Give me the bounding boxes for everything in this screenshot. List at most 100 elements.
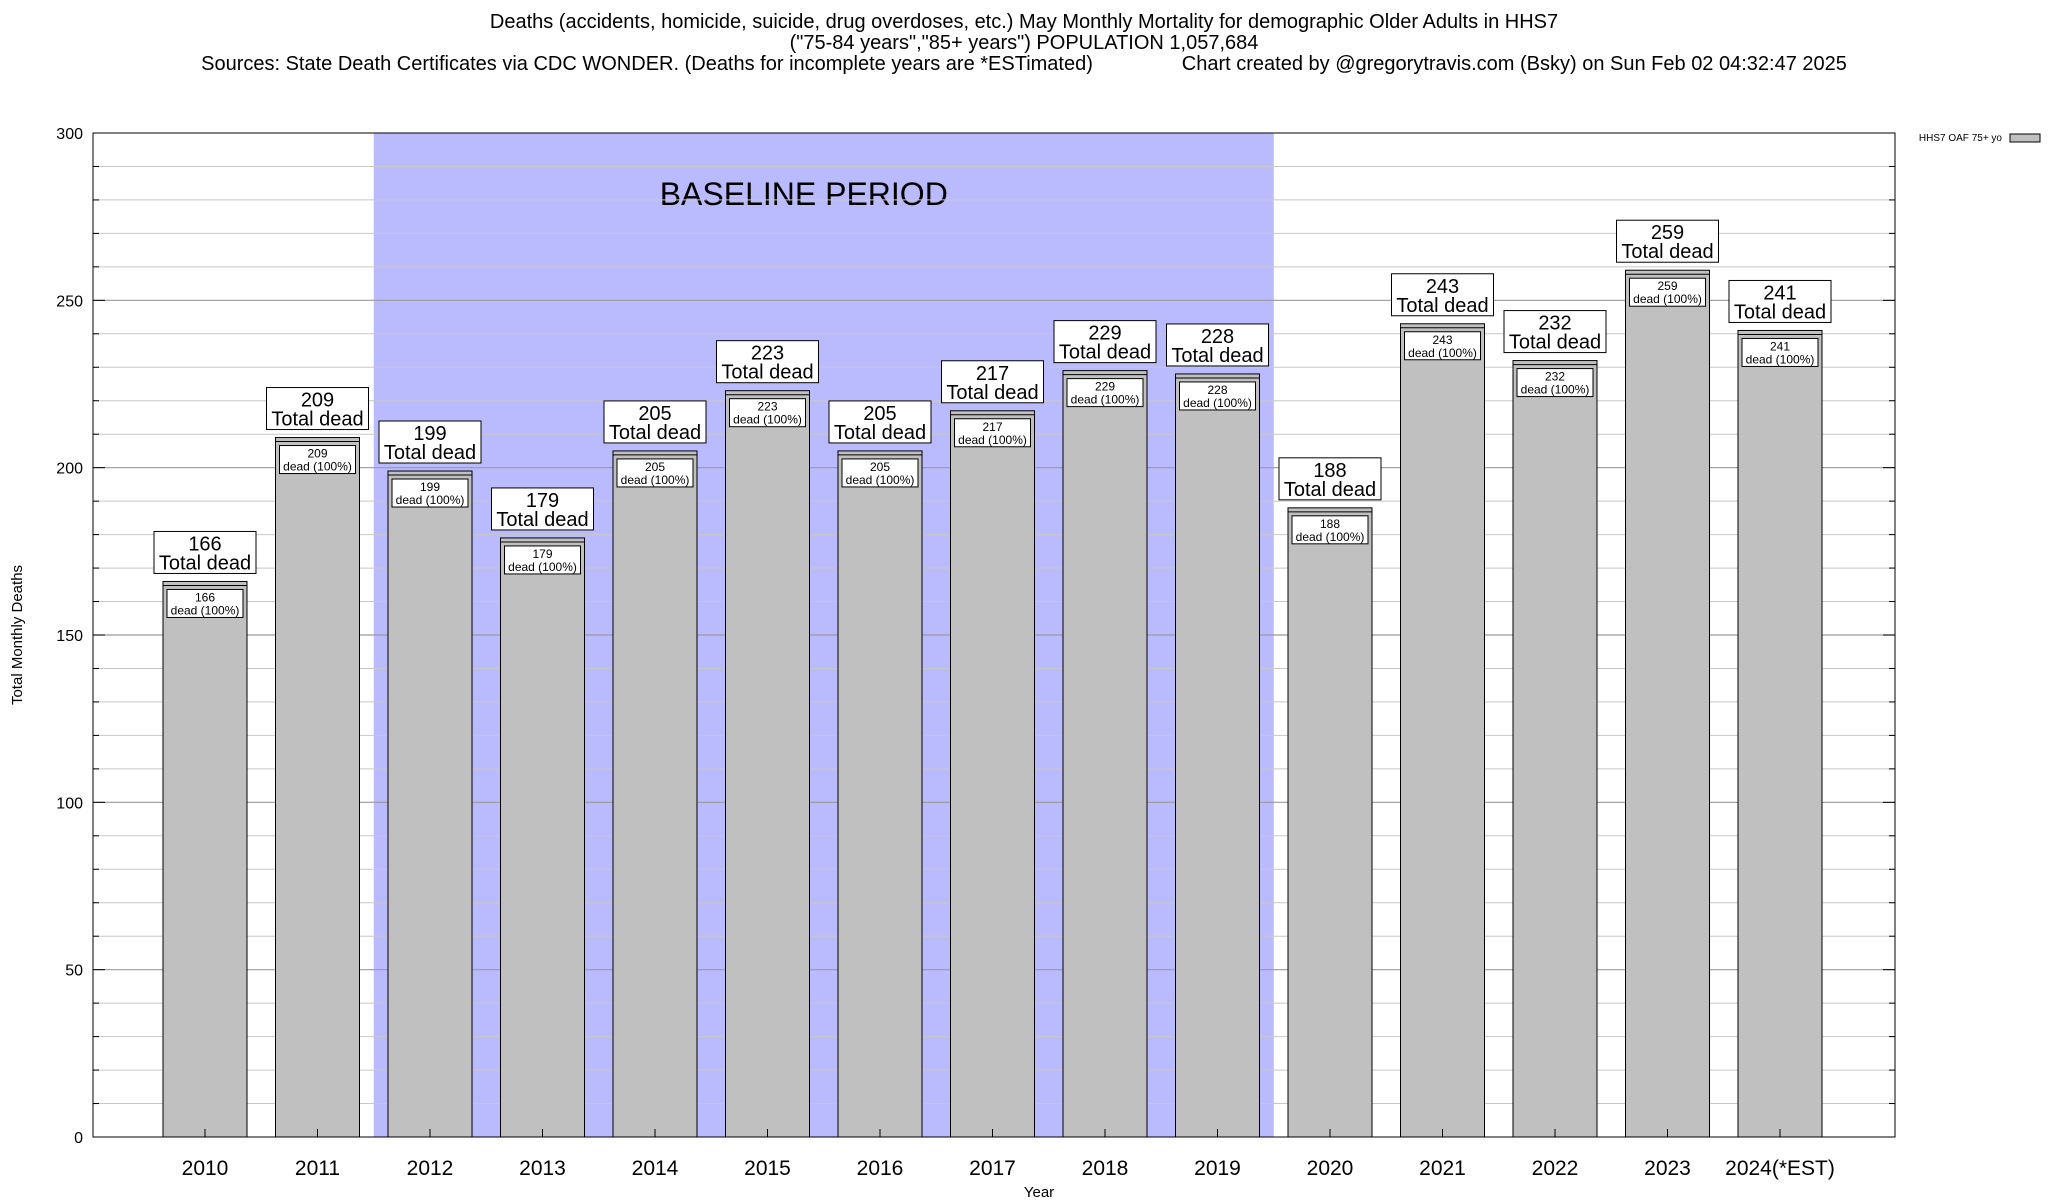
segment-value-label: 241 [1770, 339, 1790, 353]
x-tick-label: 2012 [407, 1157, 454, 1180]
total-value-label: 205 [638, 403, 671, 425]
total-suffix-label: Total dead [1734, 301, 1826, 323]
total-label-box [828, 400, 932, 444]
total-suffix-label: Total dead [271, 409, 363, 431]
legend-label: HHS7 OAF 75+ yo [1919, 133, 2003, 144]
total-value-label: 243 [1426, 276, 1459, 298]
total-value-label: 166 [188, 533, 221, 555]
segment-value-label: 232 [1545, 370, 1565, 384]
total-suffix-label: Total dead [1284, 479, 1376, 501]
segment-value-label: 166 [195, 590, 215, 604]
total-label-box [603, 400, 707, 444]
total-label-box [1503, 310, 1607, 354]
segment-label-box [504, 545, 581, 575]
y-axis: 0 50 100 150 200 250 300 [56, 126, 1895, 1147]
bar [837, 450, 923, 1138]
bar [162, 580, 248, 1138]
total-suffix-label: Total dead [946, 382, 1038, 404]
total-suffix-label: Total dead [1171, 345, 1263, 367]
segment-value-label: 199 [420, 480, 440, 494]
y-tick-label: 0 [74, 1130, 83, 1147]
total-label-box [491, 487, 594, 531]
segment-percent-label: dead (100%) [1521, 383, 1590, 397]
total-value-label: 205 [863, 403, 896, 425]
total-value-label: 188 [1313, 460, 1346, 482]
segment-label-box [1629, 277, 1706, 307]
total-label-box [1053, 320, 1157, 364]
bar [500, 537, 585, 1138]
y-tick-label: 250 [56, 293, 83, 310]
x-tick-label: 2015 [744, 1157, 791, 1180]
bar [387, 470, 473, 1138]
bar [725, 390, 810, 1138]
total-value-label: 209 [301, 390, 334, 412]
x-tick-label: 2018 [1082, 1157, 1129, 1180]
x-tick-label: 2016 [857, 1157, 904, 1180]
bar [1287, 507, 1373, 1138]
segment-label-box [166, 588, 244, 618]
bar [1512, 360, 1598, 1138]
total-label-box [1391, 273, 1494, 317]
x-tick-label: 2024(*EST) [1725, 1157, 1835, 1180]
bar [1625, 269, 1710, 1138]
title-line-3: Sources: State Death Certificates via CD… [201, 53, 1847, 75]
total-label-box [1278, 457, 1382, 501]
segment-value-label: 188 [1320, 517, 1340, 531]
segment-label-box [841, 458, 919, 488]
segment-value-label: 179 [532, 547, 552, 561]
bar [1062, 370, 1148, 1138]
legend-swatch [2009, 133, 2041, 143]
x-tick-label: 2021 [1419, 1157, 1466, 1180]
total-value-label: 241 [1763, 282, 1796, 304]
total-label-box [266, 387, 369, 431]
y-tick-label: 50 [65, 963, 83, 980]
segment-value-label: 205 [645, 460, 665, 474]
x-axis-title: Year [1024, 1184, 1054, 1200]
segment-label-box [1066, 378, 1144, 408]
bar [275, 437, 360, 1138]
segment-percent-label: dead (100%) [958, 433, 1027, 447]
segment-value-label: 217 [982, 420, 1002, 434]
x-tick-label: 2013 [519, 1157, 566, 1180]
total-label-box [378, 420, 482, 464]
segment-value-label: 228 [1207, 383, 1227, 397]
segment-label-box [1516, 368, 1594, 398]
y-tick-label: 200 [56, 461, 83, 478]
segment-percent-label: dead (100%) [846, 473, 915, 487]
y-tick-label: 300 [56, 126, 83, 143]
segment-label-box [954, 418, 1031, 448]
total-value-label: 232 [1538, 313, 1571, 335]
x-tick-label: 2010 [182, 1157, 229, 1180]
total-suffix-label: Total dead [1509, 332, 1601, 354]
title-line-1: Deaths (accidents, homicide, suicide, dr… [489, 11, 1559, 33]
segment-percent-label: dead (100%) [283, 460, 352, 474]
segment-label-box [279, 445, 356, 475]
segment-percent-label: dead (100%) [171, 603, 240, 617]
segment-percent-label: dead (100%) [1071, 393, 1140, 407]
segment-label-box [391, 478, 469, 508]
bar [950, 410, 1035, 1138]
x-tick-label: 2022 [1532, 1157, 1579, 1180]
bar [1175, 373, 1260, 1138]
x-tick-label: 2014 [632, 1157, 679, 1180]
total-value-label: 179 [526, 490, 559, 512]
total-label-box [1166, 323, 1269, 367]
total-suffix-label: Total dead [609, 422, 701, 444]
x-tick-label: 2020 [1307, 1157, 1354, 1180]
total-suffix-label: Total dead [1621, 241, 1713, 263]
y-tick-label: 150 [56, 628, 83, 645]
segment-percent-label: dead (100%) [396, 493, 465, 507]
segment-value-label: 229 [1095, 380, 1115, 394]
total-suffix-label: Total dead [834, 422, 926, 444]
total-suffix-label: Total dead [159, 552, 251, 574]
x-tick-label: 2017 [969, 1157, 1016, 1180]
segment-percent-label: dead (100%) [621, 473, 690, 487]
